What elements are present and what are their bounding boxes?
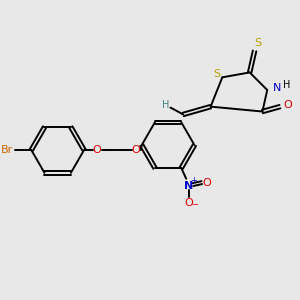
Text: H: H: [283, 80, 290, 90]
Text: S: S: [213, 69, 220, 80]
Text: Br: Br: [1, 145, 13, 155]
Text: O: O: [185, 198, 194, 208]
Text: N: N: [273, 83, 281, 93]
Text: O: O: [284, 100, 292, 110]
Text: N: N: [184, 181, 194, 190]
Text: −: −: [191, 201, 199, 210]
Text: O: O: [202, 178, 211, 188]
Text: H: H: [162, 100, 169, 110]
Text: O: O: [131, 145, 140, 155]
Text: +: +: [190, 176, 197, 185]
Text: S: S: [254, 38, 261, 48]
Text: O: O: [92, 145, 101, 155]
